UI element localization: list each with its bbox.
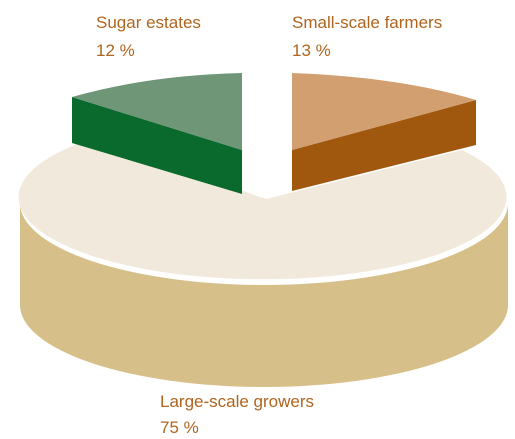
label-sugar-estates-value: 12 % <box>96 41 135 60</box>
slice-small-scale-farmers-side <box>292 100 476 191</box>
label-small-scale-farmers-name: Small-scale farmers <box>292 13 442 32</box>
label-small-scale-farmers-value: 13 % <box>292 41 331 60</box>
label-sugar-estates-name: Sugar estates <box>96 13 201 32</box>
slice-sugar-estates-top <box>72 73 242 150</box>
label-large-scale-growers-value: 75 % <box>160 418 199 437</box>
slice-large-scale-growers-side <box>20 203 508 387</box>
label-large-scale-growers-name: Large-scale growers <box>160 392 314 411</box>
slice-large-scale-growers <box>18 138 508 387</box>
slice-sugar-estates <box>72 73 242 194</box>
slice-small-scale-farmers-top <box>292 73 476 150</box>
slice-large-scale-growers-top <box>18 138 507 280</box>
slice-sugar-estates-side <box>72 97 242 194</box>
slice-small-scale-farmers <box>292 73 476 191</box>
